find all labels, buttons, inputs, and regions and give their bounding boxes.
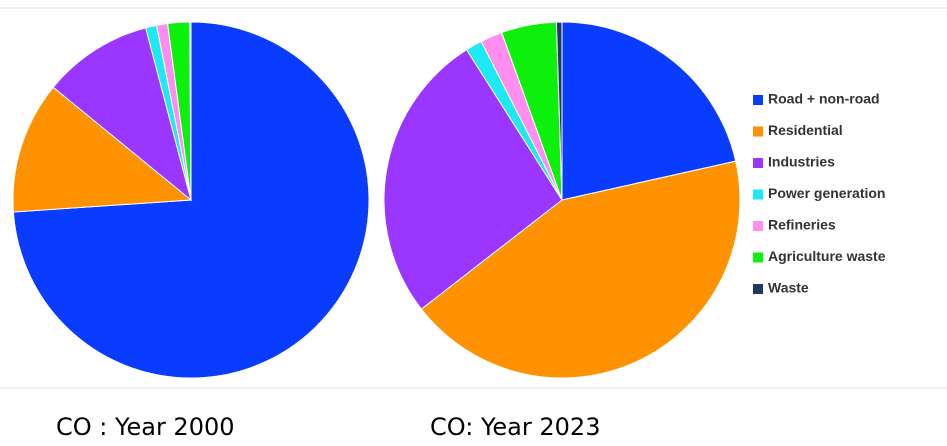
legend-label: Waste	[768, 280, 809, 296]
legend-swatch	[753, 221, 763, 231]
legend-label: Power generation	[768, 185, 885, 201]
pie-slice	[420, 160, 741, 379]
legend-label: Road + non-road	[768, 91, 880, 107]
pie-slice	[561, 21, 737, 201]
pie-slice	[383, 49, 563, 310]
legend-swatch	[753, 284, 763, 294]
legend-swatch	[753, 126, 763, 137]
legend-swatch	[753, 95, 763, 105]
pie-slice	[189, 21, 192, 201]
legend-swatch	[753, 158, 763, 168]
legend-swatch	[753, 189, 763, 200]
legend-label: Residential	[768, 122, 843, 138]
legend-label: Agriculture waste	[768, 248, 886, 264]
legend-swatch	[753, 252, 763, 263]
pie-slice	[12, 86, 193, 213]
pie-slice	[555, 21, 563, 201]
legend-label: Industries	[768, 154, 835, 170]
legend-label: Refineries	[768, 217, 836, 233]
chart-caption: CO: Year 2023	[430, 413, 600, 441]
chart-caption: CO : Year 2000	[56, 413, 235, 441]
